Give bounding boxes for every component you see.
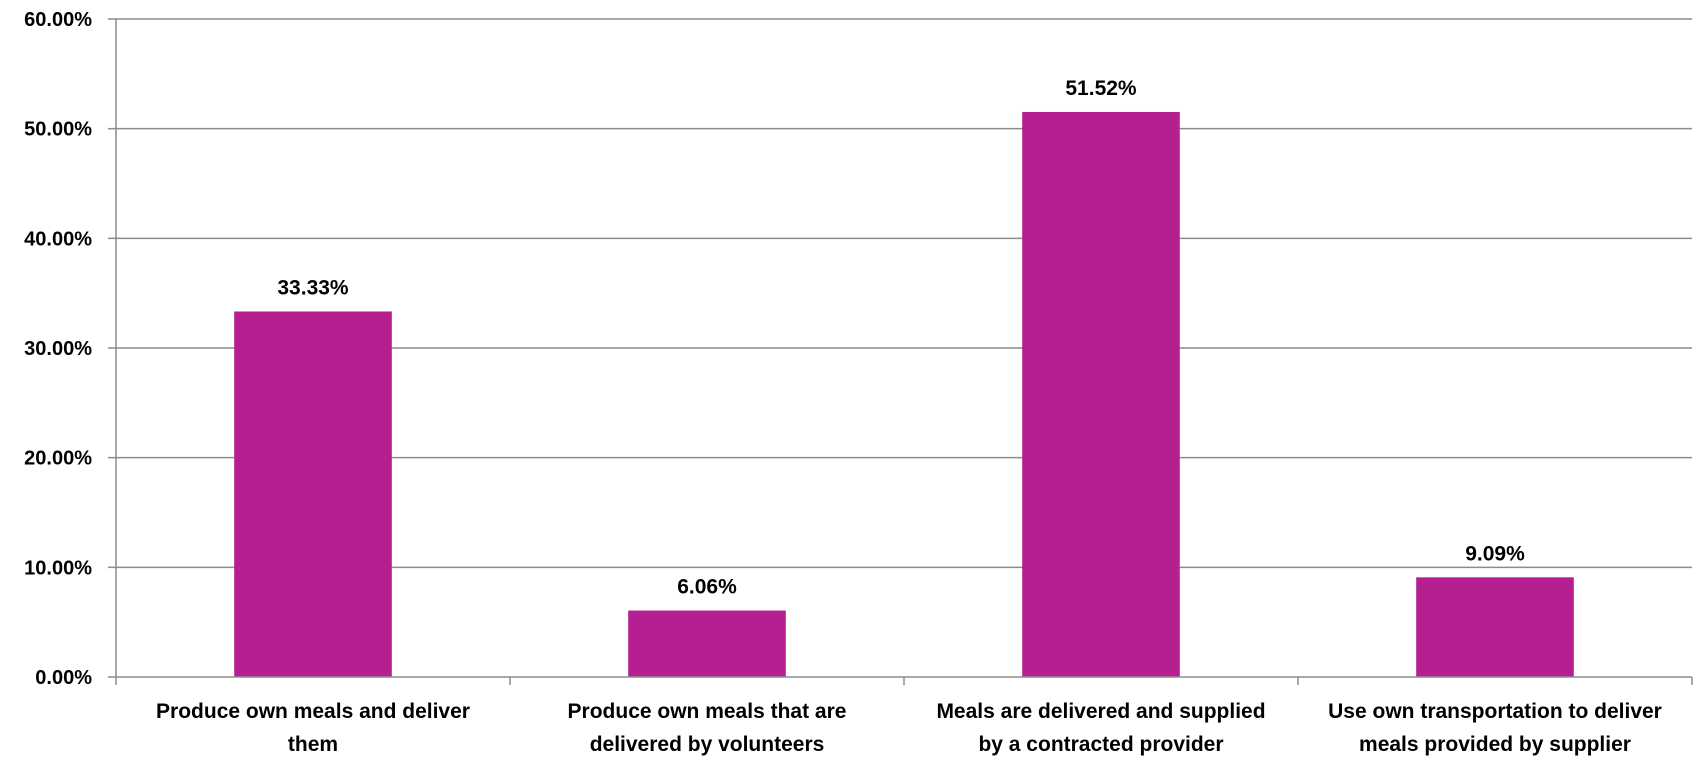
y-tick-label: 40.00% (24, 228, 92, 250)
x-category-label-line: Use own transportation to deliver (1328, 700, 1662, 723)
y-tick-label: 50.00% (24, 119, 92, 141)
x-category-label: Use own transportation to deliver meals p… (1328, 700, 1662, 756)
bar (234, 311, 392, 677)
y-tick-label: 10.00% (24, 557, 92, 579)
bar (628, 610, 786, 677)
bar (1416, 577, 1574, 677)
x-category-label-line: Produce own meals that are (568, 700, 847, 723)
y-tick-label: 20.00% (24, 448, 92, 470)
bar (1022, 111, 1180, 678)
x-category-label: Meals are delivered and supplied by a con… (936, 700, 1265, 756)
data-label: 51.52% (1065, 77, 1137, 100)
x-category-label-line: meals provided by supplier (1359, 733, 1631, 756)
data-label: 6.06% (677, 576, 737, 599)
data-label: 9.09% (1465, 542, 1525, 565)
y-tick-label: 30.00% (24, 338, 92, 360)
axes (115, 19, 1693, 685)
data-labels: 33.33% 6.06% 51.52% 9.09% (277, 77, 1525, 599)
x-category-label-line: Produce own meals and deliver (156, 700, 470, 723)
x-category-label-line: delivered by volunteers (590, 733, 825, 756)
y-axis-tick-labels: 0.00% 10.00% 20.00% 30.00% 40.00% 50.00% 60.00… (24, 9, 92, 689)
y-tick-label: 0.00% (35, 667, 92, 689)
x-category-label: Produce own meals and deliver them (156, 700, 470, 756)
x-category-label-line: Meals are delivered and supplied (936, 700, 1265, 723)
bars (234, 111, 1574, 678)
x-category-label-line: them (288, 733, 338, 756)
data-label: 33.33% (277, 276, 349, 299)
x-axis-category-labels: Produce own meals and deliver themProduce… (156, 700, 1662, 756)
y-tick-label: 60.00% (24, 9, 92, 31)
x-category-label-line: by a contracted provider (978, 733, 1223, 756)
x-category-label: Produce own meals that are delivered by v… (568, 700, 847, 756)
